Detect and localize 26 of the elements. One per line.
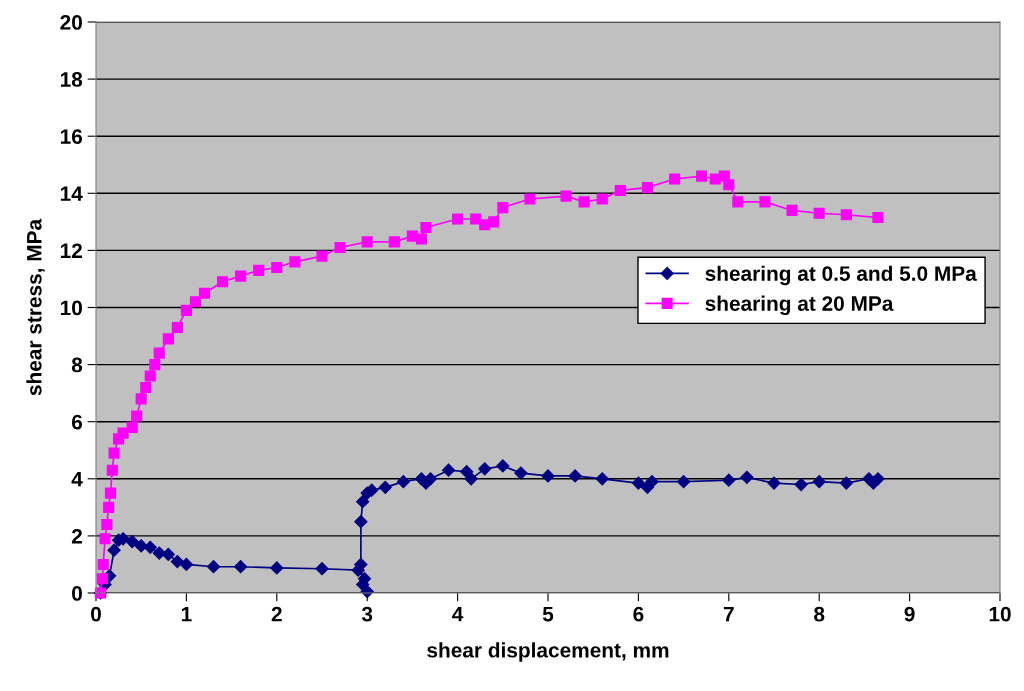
y-tick-label: 0: [72, 586, 82, 601]
y-tick-label: 14: [60, 186, 83, 201]
x-tick-label: 6: [633, 606, 644, 622]
x-tick-label: 7: [723, 606, 734, 622]
y-tick-label: 6: [71, 414, 83, 430]
x-tick-label: 10: [989, 606, 1011, 622]
y-tick-label: 16: [60, 129, 83, 144]
x-tick-label: 1: [181, 606, 192, 622]
y-tick-label: 12: [60, 243, 82, 258]
y-axis-title: shear stress, MPa: [26, 218, 45, 396]
y-tick-label: 4: [71, 472, 83, 487]
legend-label: shearing at 0.5 and 5.0 MPa: [705, 265, 977, 286]
x-tick-label: 2: [271, 606, 282, 622]
x-tick-label: 4: [452, 606, 464, 622]
y-tick-label: 2: [71, 528, 82, 544]
x-axis-title: shear displacement, mm: [427, 642, 669, 662]
x-tick-label: 5: [542, 606, 554, 622]
x-tick-label: 9: [904, 606, 915, 622]
legend-label: shearing at 20 MPa: [705, 295, 894, 316]
y-tick-label: 10: [60, 300, 82, 316]
x-tick-label: 0: [91, 606, 101, 622]
y-tick-label: 20: [60, 15, 82, 30]
x-tick-label: 8: [814, 606, 825, 622]
y-tick-label: 8: [71, 357, 83, 373]
y-tick-label: 18: [60, 72, 83, 87]
x-tick-label: 3: [361, 606, 373, 622]
